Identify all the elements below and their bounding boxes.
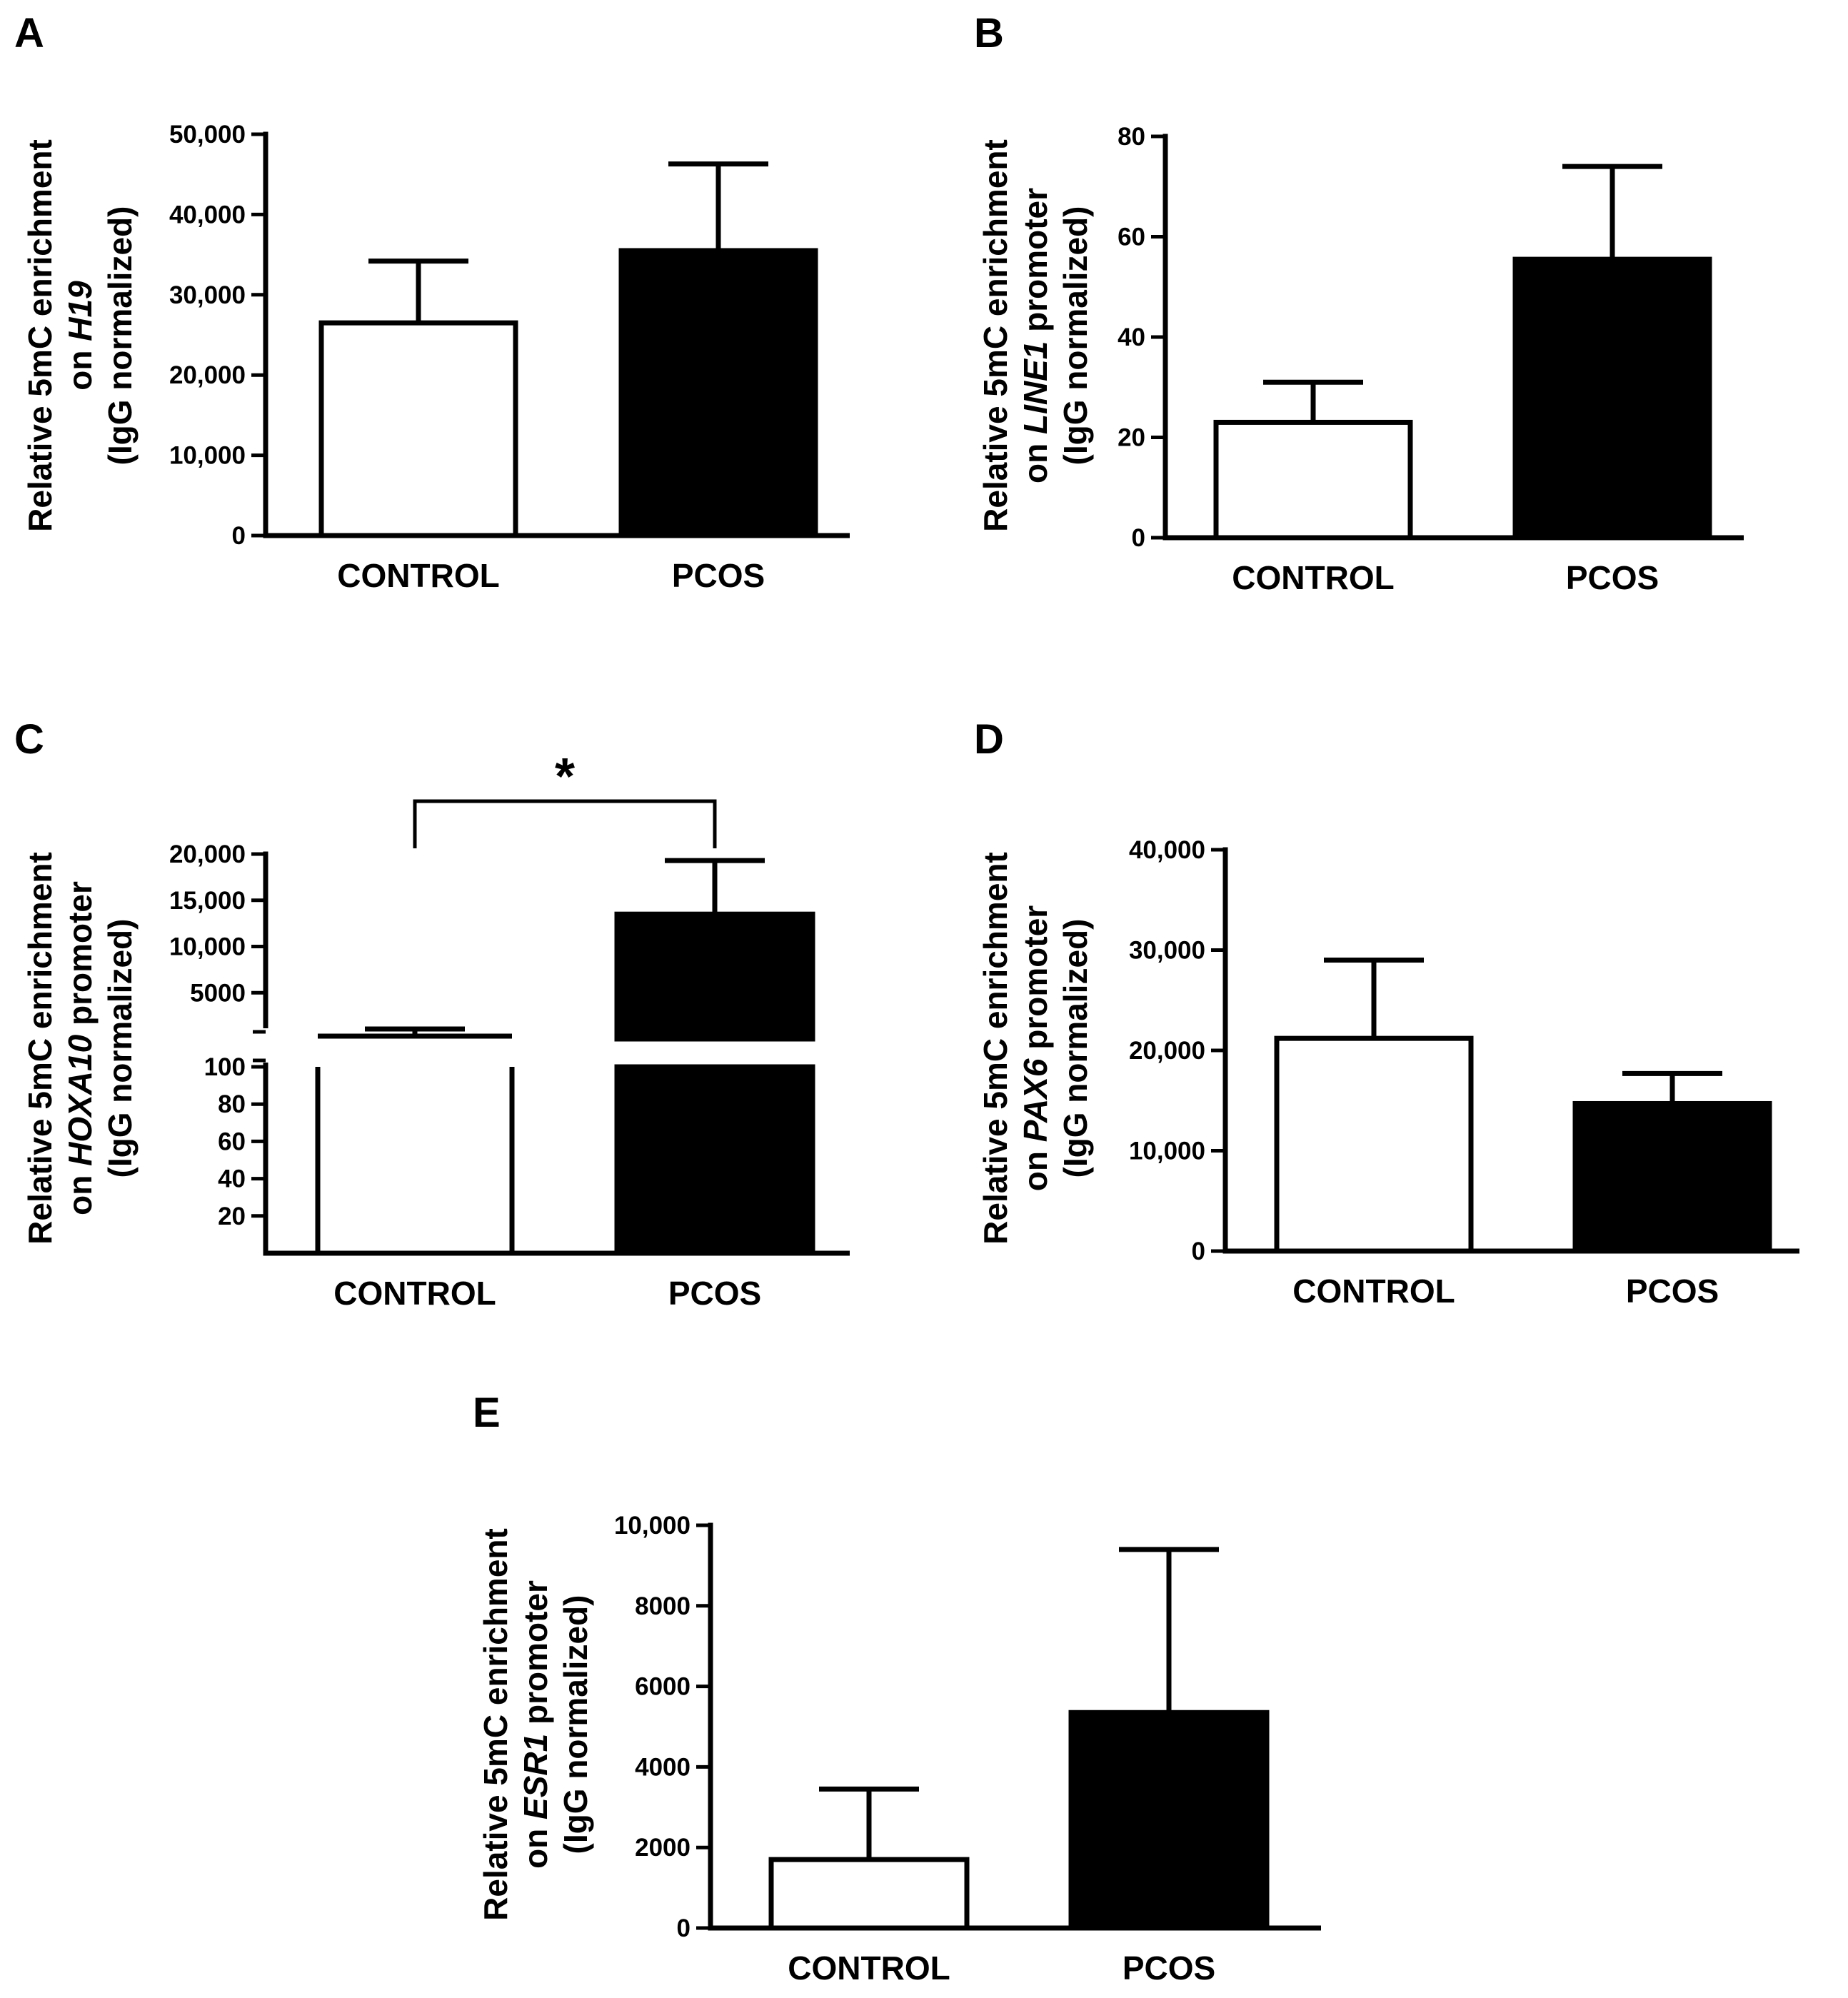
panel-c-y-tick-label: 10,000	[169, 933, 246, 961]
panel-a-y-tick-label: 10,000	[169, 442, 246, 470]
panel-c-x-label-control: CONTROL	[333, 1275, 496, 1312]
panel-b-ylabel-line3: (IgG normalized)	[1057, 206, 1094, 466]
panel-c-bar-pcos-upper	[614, 911, 815, 1042]
panel-c-y-tick-label: 40	[218, 1165, 246, 1193]
panel-a-x-label-pcos: PCOS	[672, 557, 765, 594]
panel-e-y-tick-label: 10,000	[614, 1512, 691, 1540]
panel-a-ylabel-line2: on H19	[61, 281, 99, 391]
panel-b-y-tick-label: 20	[1118, 424, 1145, 452]
panel-letter-d: D	[974, 716, 1004, 763]
panel-d-x-label-pcos: PCOS	[1626, 1272, 1719, 1310]
panel-a-y-tick-label: 20,000	[169, 361, 246, 389]
panel-c-y-tick-label: 80	[218, 1090, 246, 1118]
panel-e-x-label-pcos: PCOS	[1123, 1949, 1215, 1987]
panel-c-significance-star: *	[555, 748, 575, 805]
panel-a-chart: Relative 5mC enrichment on H19 (IgG norm…	[21, 121, 850, 594]
panel-e-y-tick-label: 0	[677, 1914, 691, 1942]
panel-d-bar-pcos	[1572, 1100, 1772, 1254]
panel-c-ylabel-line2: on HOXA10 promoter	[61, 881, 99, 1215]
panel-e-gene-name: ESR1	[517, 1734, 554, 1819]
panel-d-y-tick-label: 30,000	[1129, 937, 1205, 965]
panel-d-x-label-control: CONTROL	[1292, 1272, 1455, 1310]
panel-c-ylabel: Relative 5mC enrichment on HOXA10 promot…	[21, 852, 139, 1245]
panel-a-ylabel: Relative 5mC enrichment on H19 (IgG norm…	[21, 139, 139, 532]
panel-c-y-tick-label: 5000	[190, 979, 246, 1007]
panel-b-gene-name: LINE1	[1017, 341, 1054, 434]
panel-e-y-tick-label: 2000	[635, 1834, 691, 1862]
panel-letter-c: C	[14, 716, 44, 763]
panel-letter-b: B	[974, 10, 1004, 56]
panel-c-y-tick-label: 100	[204, 1053, 246, 1081]
panel-d-bar-control	[1274, 1035, 1474, 1254]
panel-a-y-tick-label: 0	[232, 522, 246, 550]
panel-c-ylabel-line3: (IgG normalized)	[101, 919, 139, 1178]
panel-b-y-tick-label: 80	[1118, 123, 1145, 151]
panel-c-ylabel-line1: Relative 5mC enrichment	[21, 852, 59, 1245]
panel-d-y-tick-label: 10,000	[1129, 1138, 1205, 1165]
panel-d-ylabel-line3: (IgG normalized)	[1057, 919, 1094, 1178]
panel-b-bar-pcos	[1512, 256, 1712, 541]
panel-a-ylabel-line3: (IgG normalized)	[101, 206, 139, 466]
panel-e-y-tick-label: 4000	[635, 1753, 691, 1781]
panel-d-ylabel: Relative 5mC enrichment on PAX6 promoter…	[977, 852, 1094, 1245]
panel-c-chart: Relative 5mC enrichment on HOXA10 promot…	[21, 748, 850, 1312]
panel-e-ylabel-line3: (IgG normalized)	[557, 1595, 594, 1854]
panel-e-bar-pcos	[1068, 1710, 1270, 1931]
panel-e-ylabel-line2: on ESR1 promoter	[517, 1580, 554, 1869]
panel-b-y-tick-label: 40	[1118, 323, 1145, 351]
panel-e-ylabel: Relative 5mC enrichment on ESR1 promoter…	[477, 1528, 594, 1921]
panel-d-y-tick-label: 0	[1192, 1238, 1205, 1265]
panel-c-significance-bracket	[413, 799, 717, 848]
panel-e-ylabel-line1: Relative 5mC enrichment	[477, 1528, 514, 1921]
panel-a-bar-control	[318, 320, 518, 538]
panel-d-chart: Relative 5mC enrichment on PAX6 promoter…	[977, 836, 1799, 1310]
panel-c-y-tick-label: 20	[218, 1203, 246, 1230]
panel-b-ylabel-line2: on LINE1 promoter	[1017, 188, 1054, 483]
panel-b-y-tick-label: 60	[1118, 224, 1145, 251]
panel-b-ylabel-line1: Relative 5mC enrichment	[977, 139, 1014, 532]
panel-e-x-label-control: CONTROL	[788, 1949, 950, 1987]
panel-c-gene-name: HOXA10	[61, 1034, 99, 1165]
panel-a-ylabel-line1: Relative 5mC enrichment	[21, 139, 59, 532]
panel-b-y-tick-label: 0	[1132, 524, 1145, 552]
panel-c-y-tick-label: 15,000	[169, 887, 246, 915]
panel-a-y-tick-label: 40,000	[169, 201, 246, 229]
panel-c-y-tick-label: 20,000	[169, 840, 246, 868]
panel-c-bar-pcos-lower	[614, 1064, 815, 1256]
panel-d-ylabel-line2: on PAX6 promoter	[1017, 905, 1054, 1192]
panel-d-y-tick-label: 20,000	[1129, 1037, 1205, 1065]
panel-a-x-label-control: CONTROL	[337, 557, 499, 594]
panel-a-y-tick-label: 50,000	[169, 121, 246, 149]
panel-b-x-label-pcos: PCOS	[1566, 559, 1659, 596]
panel-letter-e: E	[473, 1390, 501, 1436]
panel-b-chart: Relative 5mC enrichment on LINE1 promote…	[977, 123, 1744, 596]
panel-letter-a: A	[14, 10, 44, 56]
panel-e-y-tick-label: 8000	[635, 1592, 691, 1620]
panel-a-gene-name: H19	[61, 281, 99, 341]
panel-e-bar-control	[768, 1857, 970, 1931]
panel-c-y-tick-label: 60	[218, 1128, 246, 1155]
panel-a-bar-pcos	[618, 248, 818, 538]
panel-c-x-label-pcos: PCOS	[668, 1275, 761, 1312]
panel-e-y-tick-label: 6000	[635, 1673, 691, 1701]
panel-d-y-tick-label: 40,000	[1129, 836, 1205, 864]
panel-e-chart: Relative 5mC enrichment on ESR1 promoter…	[477, 1512, 1321, 1987]
panel-a-y-tick-label: 30,000	[169, 281, 246, 309]
panel-d-ylabel-line1: Relative 5mC enrichment	[977, 852, 1014, 1245]
panel-d-gene-name: PAX6	[1017, 1058, 1054, 1142]
panel-b-bar-control	[1213, 419, 1413, 541]
panel-b-x-label-control: CONTROL	[1232, 559, 1394, 596]
panel-b-ylabel: Relative 5mC enrichment on LINE1 promote…	[977, 139, 1094, 532]
